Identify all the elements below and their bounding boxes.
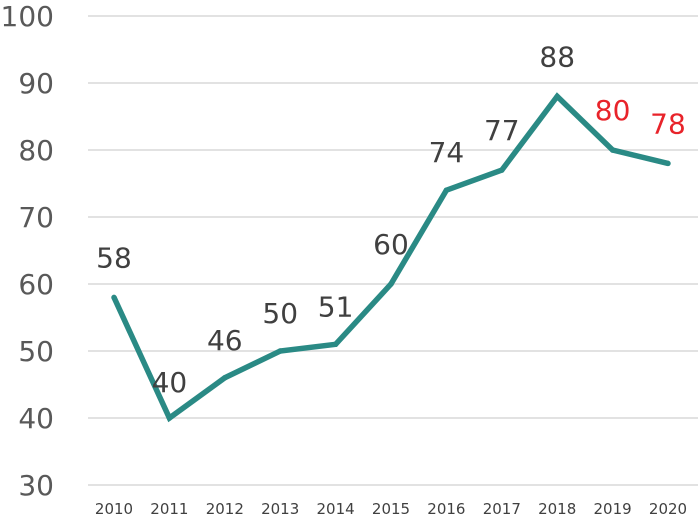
y-tick-label: 50 [18,335,54,368]
data-point [166,415,173,421]
data-label: 88 [539,40,575,73]
data-point [111,294,117,301]
data-label: 46 [207,324,243,357]
y-tick-label: 40 [18,402,54,435]
x-axis-ticks: 2010 2011 2012 2013 2014 2015 2016 2017 2018 2019… [95,500,687,518]
x-tick-label: 2015 [372,500,410,518]
data-label: 50 [262,297,298,330]
y-tick-label: 30 [18,469,54,502]
data-point [277,348,283,354]
y-tick-label: 100 [1,0,54,33]
data-label: 80 [595,94,631,127]
data-label: 58 [96,241,132,274]
y-tick-label: 70 [18,201,54,234]
data-label: 40 [152,366,188,399]
series-layer [111,92,671,423]
data-labels: 58 40 46 50 51 60 74 77 88 80 78 [96,40,686,399]
x-tick-label: 2016 [427,500,465,518]
x-tick-label: 2017 [483,500,521,518]
x-tick-label: 2014 [317,500,355,518]
y-axis-ticks: 30 40 50 60 70 80 90 100 [1,0,54,502]
data-label: 74 [429,136,465,169]
x-tick-label: 2013 [261,500,299,518]
x-tick-label: 2012 [206,500,244,518]
y-tick-label: 80 [18,134,54,167]
data-label: 51 [318,290,354,323]
y-tick-label: 60 [18,268,54,301]
x-tick-label: 2018 [538,500,576,518]
data-point [499,167,505,173]
y-tick-label: 90 [18,67,54,100]
data-point [222,375,228,381]
data-point [609,147,616,153]
data-point [388,281,394,287]
data-point [665,160,671,167]
gridlines [88,15,698,486]
data-point [554,93,560,100]
x-tick-label: 2020 [649,500,687,518]
data-point [332,341,339,348]
data-point [443,187,450,193]
x-tick-label: 2010 [95,500,133,518]
x-tick-label: 2019 [594,500,632,518]
data-label: 60 [373,228,409,261]
data-label: 78 [650,107,686,140]
x-tick-label: 2011 [150,500,188,518]
data-label: 77 [484,114,520,147]
